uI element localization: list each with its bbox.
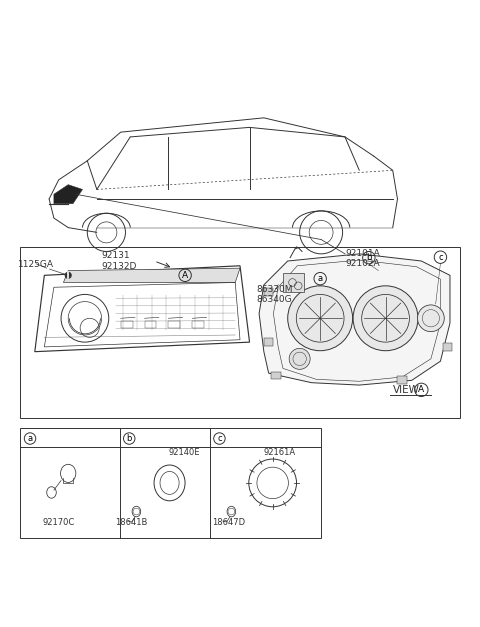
Text: b: b — [366, 253, 372, 262]
Circle shape — [288, 286, 353, 350]
Text: 92161A: 92161A — [264, 448, 296, 457]
Text: A: A — [182, 271, 188, 280]
Circle shape — [353, 286, 418, 350]
Bar — [397, 376, 407, 384]
Bar — [283, 273, 304, 292]
Bar — [21, 428, 321, 538]
Bar — [271, 372, 281, 379]
Text: c: c — [217, 434, 222, 443]
Bar — [144, 320, 156, 328]
Bar — [264, 339, 274, 346]
Text: 92140E: 92140E — [168, 448, 200, 457]
Bar — [264, 288, 274, 296]
Text: 92170C: 92170C — [43, 518, 75, 527]
Polygon shape — [63, 268, 240, 283]
Polygon shape — [54, 184, 83, 204]
Text: A: A — [418, 386, 424, 394]
Bar — [120, 320, 132, 328]
Text: a: a — [318, 274, 323, 283]
Circle shape — [418, 305, 444, 332]
Text: 1125GA: 1125GA — [18, 260, 54, 270]
Bar — [192, 320, 204, 328]
Bar — [443, 343, 452, 350]
Text: 18647D: 18647D — [213, 518, 246, 527]
Bar — [168, 320, 180, 328]
Circle shape — [65, 273, 71, 278]
Text: a: a — [27, 434, 33, 443]
Text: VIEW: VIEW — [393, 385, 420, 395]
Text: 86330M
86340G: 86330M 86340G — [257, 285, 293, 304]
Circle shape — [289, 349, 310, 369]
Text: 18641B: 18641B — [115, 518, 148, 527]
Bar — [21, 246, 459, 418]
Polygon shape — [259, 254, 450, 385]
Text: c: c — [438, 253, 443, 261]
Text: b: b — [127, 434, 132, 443]
Text: 92101A
92102A: 92101A 92102A — [345, 249, 380, 268]
Text: 92131
92132D: 92131 92132D — [102, 251, 137, 271]
